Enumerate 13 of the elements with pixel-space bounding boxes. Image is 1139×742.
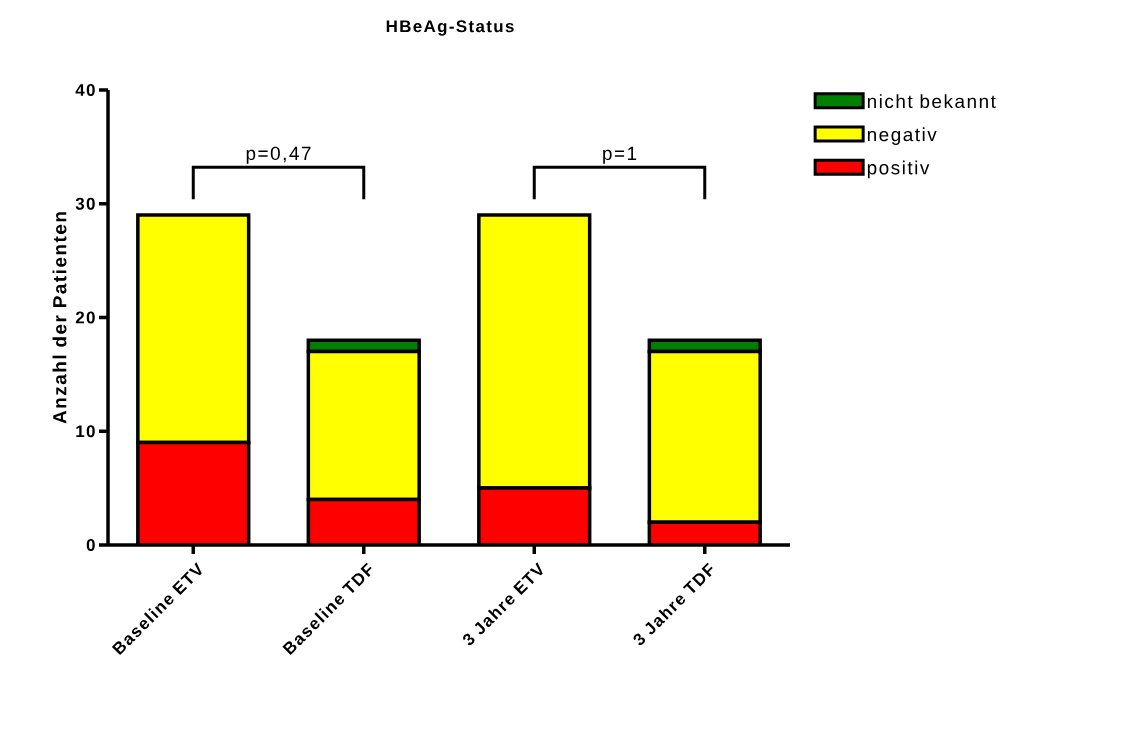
y-tick-label: 40 [75,83,95,96]
y-tick-label: 0 [86,538,95,551]
y-tick-label: 30 [75,197,95,210]
legend-label: negativ [867,127,937,146]
annotation: p=1 [603,146,637,164]
y-axis-title: Anzahl der Patienten [52,212,67,424]
chart-title: HBeAg-Status [386,20,514,36]
bar [137,442,249,545]
y-tick-label: 20 [75,311,95,324]
legend-label: positiv [867,160,930,179]
legend-label: nicht bekannt [867,94,996,109]
annotation: p=0,47 [246,146,311,164]
y-tick-label: 10 [76,425,95,438]
